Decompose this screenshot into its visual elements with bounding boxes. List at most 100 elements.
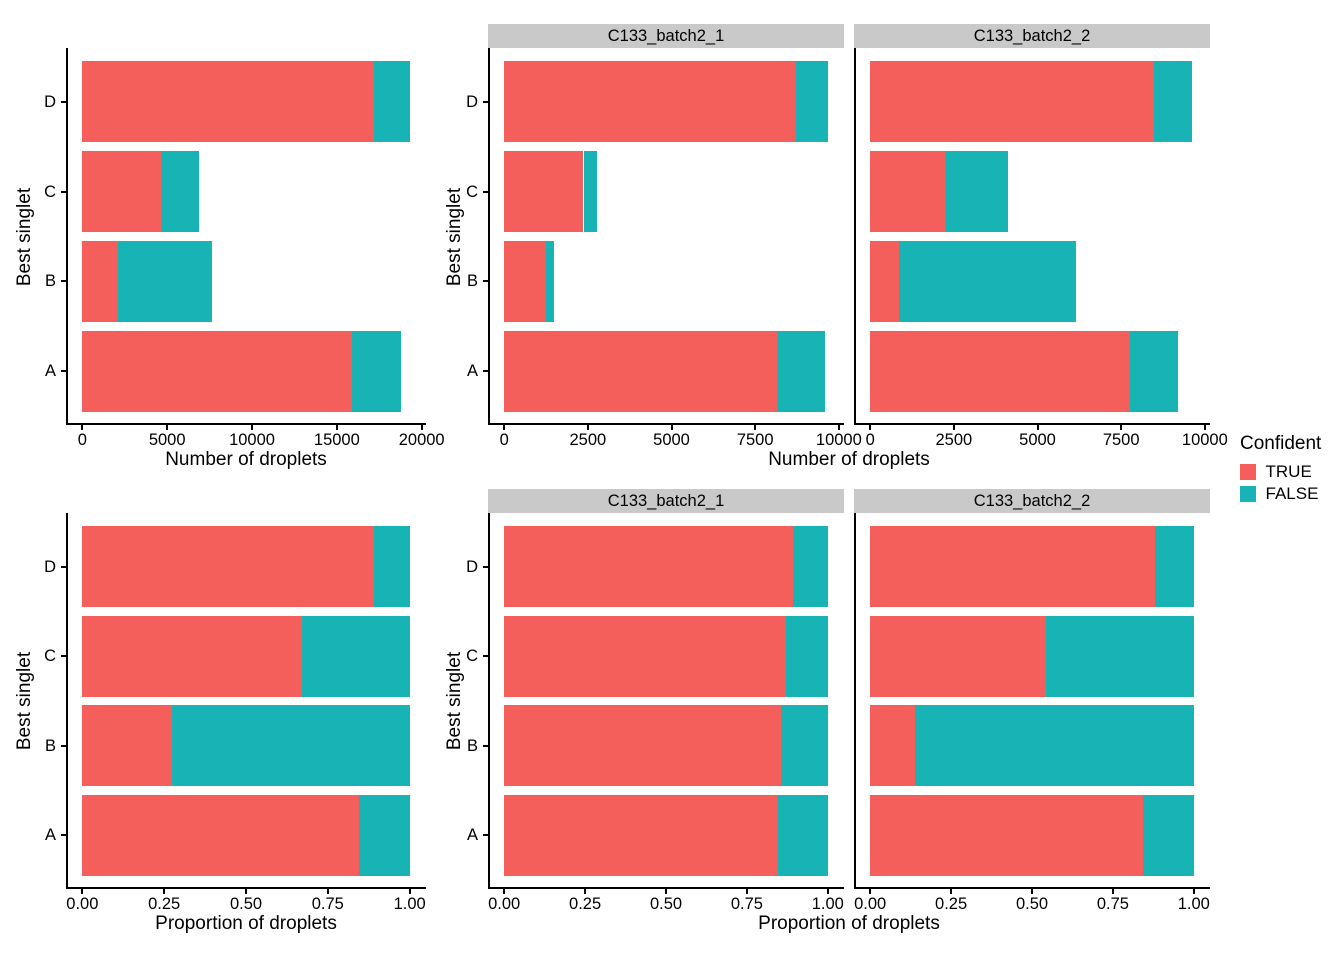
y-tick-label-A: A [466, 826, 478, 845]
x-tick-mark [503, 425, 506, 430]
bar-D-false [373, 526, 410, 607]
y-tick-mark [483, 100, 488, 103]
bar-B-true [82, 240, 119, 322]
y-tick-mark [61, 370, 66, 373]
x-tick-label: 0.75 [730, 895, 763, 913]
bar-D-true [870, 526, 1156, 607]
x-tick-mark [1203, 425, 1206, 430]
bar-C-true [504, 615, 786, 697]
bar-C-false [785, 615, 828, 697]
bar-B-false [898, 240, 1076, 322]
facet-strip: C133_batch2_1 [488, 24, 844, 48]
bar-D-true [504, 61, 796, 143]
x-tick-label: 2500 [935, 431, 973, 449]
x-tick-mark [326, 889, 329, 894]
x-tick-label: 0.00 [854, 895, 887, 913]
y-tick-label-C: C [466, 182, 478, 201]
x-tick-label: 10000 [1181, 431, 1228, 449]
x-tick-mark [584, 889, 587, 894]
bar-C-false [583, 151, 597, 232]
y-tick-label-A: A [44, 826, 56, 845]
bar-D-true [870, 61, 1154, 143]
bar-C-true [82, 151, 161, 232]
bar-A-true [870, 330, 1130, 412]
y-tick-mark [61, 190, 66, 193]
x-tick-label: 0.25 [935, 895, 968, 913]
legend-item-true: TRUE [1240, 463, 1321, 480]
y-tick-label-A: A [466, 362, 478, 381]
legend-swatch-true-icon [1240, 464, 1256, 480]
x-tick-mark [950, 889, 953, 894]
y-tick-label-B: B [466, 736, 478, 755]
x-tick-label: 1.00 [393, 895, 426, 913]
x-tick-label: 0.50 [649, 895, 683, 913]
bar-B-true [504, 240, 546, 322]
x-tick-label: 10000 [229, 431, 275, 449]
x-axis-title: Proportion of droplets [758, 913, 940, 934]
x-axis-title: Number of droplets [768, 449, 930, 470]
facet-strip: C133_batch2_1 [488, 489, 844, 513]
x-tick-label: 5000 [1019, 431, 1056, 449]
y-tick-label-D: D [466, 92, 478, 111]
y-tick-mark [61, 280, 66, 283]
y-tick-mark [483, 190, 488, 193]
y-tick-label-D: D [44, 92, 56, 111]
legend-swatch-false-icon [1240, 486, 1256, 502]
bar-B-false [780, 705, 828, 787]
x-tick-label: 2500 [569, 431, 607, 449]
x-tick-label: 0.25 [148, 895, 181, 913]
bar-B-true [870, 240, 899, 322]
x-tick-label: 7500 [1102, 431, 1140, 449]
x-tick-label: 0.75 [311, 895, 344, 913]
y-tick-label-C: C [44, 182, 56, 201]
y-tick-mark [483, 834, 488, 837]
x-tick-label: 15000 [313, 431, 360, 449]
x-tick-mark [81, 889, 84, 894]
x-tick-label: 0 [865, 431, 875, 449]
legend-title: Confident [1240, 433, 1322, 454]
y-tick-mark [483, 370, 488, 373]
bar-C-false [301, 615, 410, 697]
bar-C-true [82, 615, 302, 697]
bar-A-true [82, 795, 359, 876]
y-tick-mark [483, 655, 488, 658]
bar-D-false [1153, 61, 1193, 143]
y-tick-mark [61, 565, 66, 568]
x-tick-mark [869, 889, 872, 894]
x-tick-mark [586, 425, 589, 430]
bar-C-false [945, 151, 1009, 232]
bar-A-false [1129, 330, 1178, 412]
bar-A-false [358, 795, 410, 876]
x-tick-mark [335, 425, 338, 430]
facet-strip: C133_batch2_2 [854, 24, 1210, 48]
x-tick-label: 0.75 [1096, 895, 1129, 913]
x-tick-mark [837, 425, 840, 430]
y-tick-label-B: B [44, 272, 56, 291]
y-tick-label-D: D [466, 557, 478, 576]
x-tick-mark [166, 425, 169, 430]
x-tick-mark [503, 889, 506, 894]
bar-D-true [504, 526, 794, 607]
bar-D-true [82, 526, 374, 607]
x-tick-label: 5000 [148, 431, 186, 449]
y-tick-mark [483, 280, 488, 283]
x-tick-mark [745, 889, 748, 894]
bar-A-true [870, 795, 1143, 876]
bar-B-false [915, 705, 1194, 787]
y-tick-mark [483, 744, 488, 747]
x-axis-title: Proportion of droplets [155, 913, 337, 934]
bar-A-true [504, 330, 777, 412]
y-tick-mark [483, 565, 488, 568]
x-tick-mark [1111, 889, 1114, 894]
x-tick-mark [163, 889, 166, 894]
y-tick-label-C: C [466, 647, 478, 666]
bar-B-false [546, 240, 555, 322]
y-tick-label-C: C [44, 647, 56, 666]
bar-B-true [82, 705, 173, 787]
x-tick-label: 7500 [736, 431, 774, 449]
x-tick-label: 0.00 [66, 895, 99, 913]
